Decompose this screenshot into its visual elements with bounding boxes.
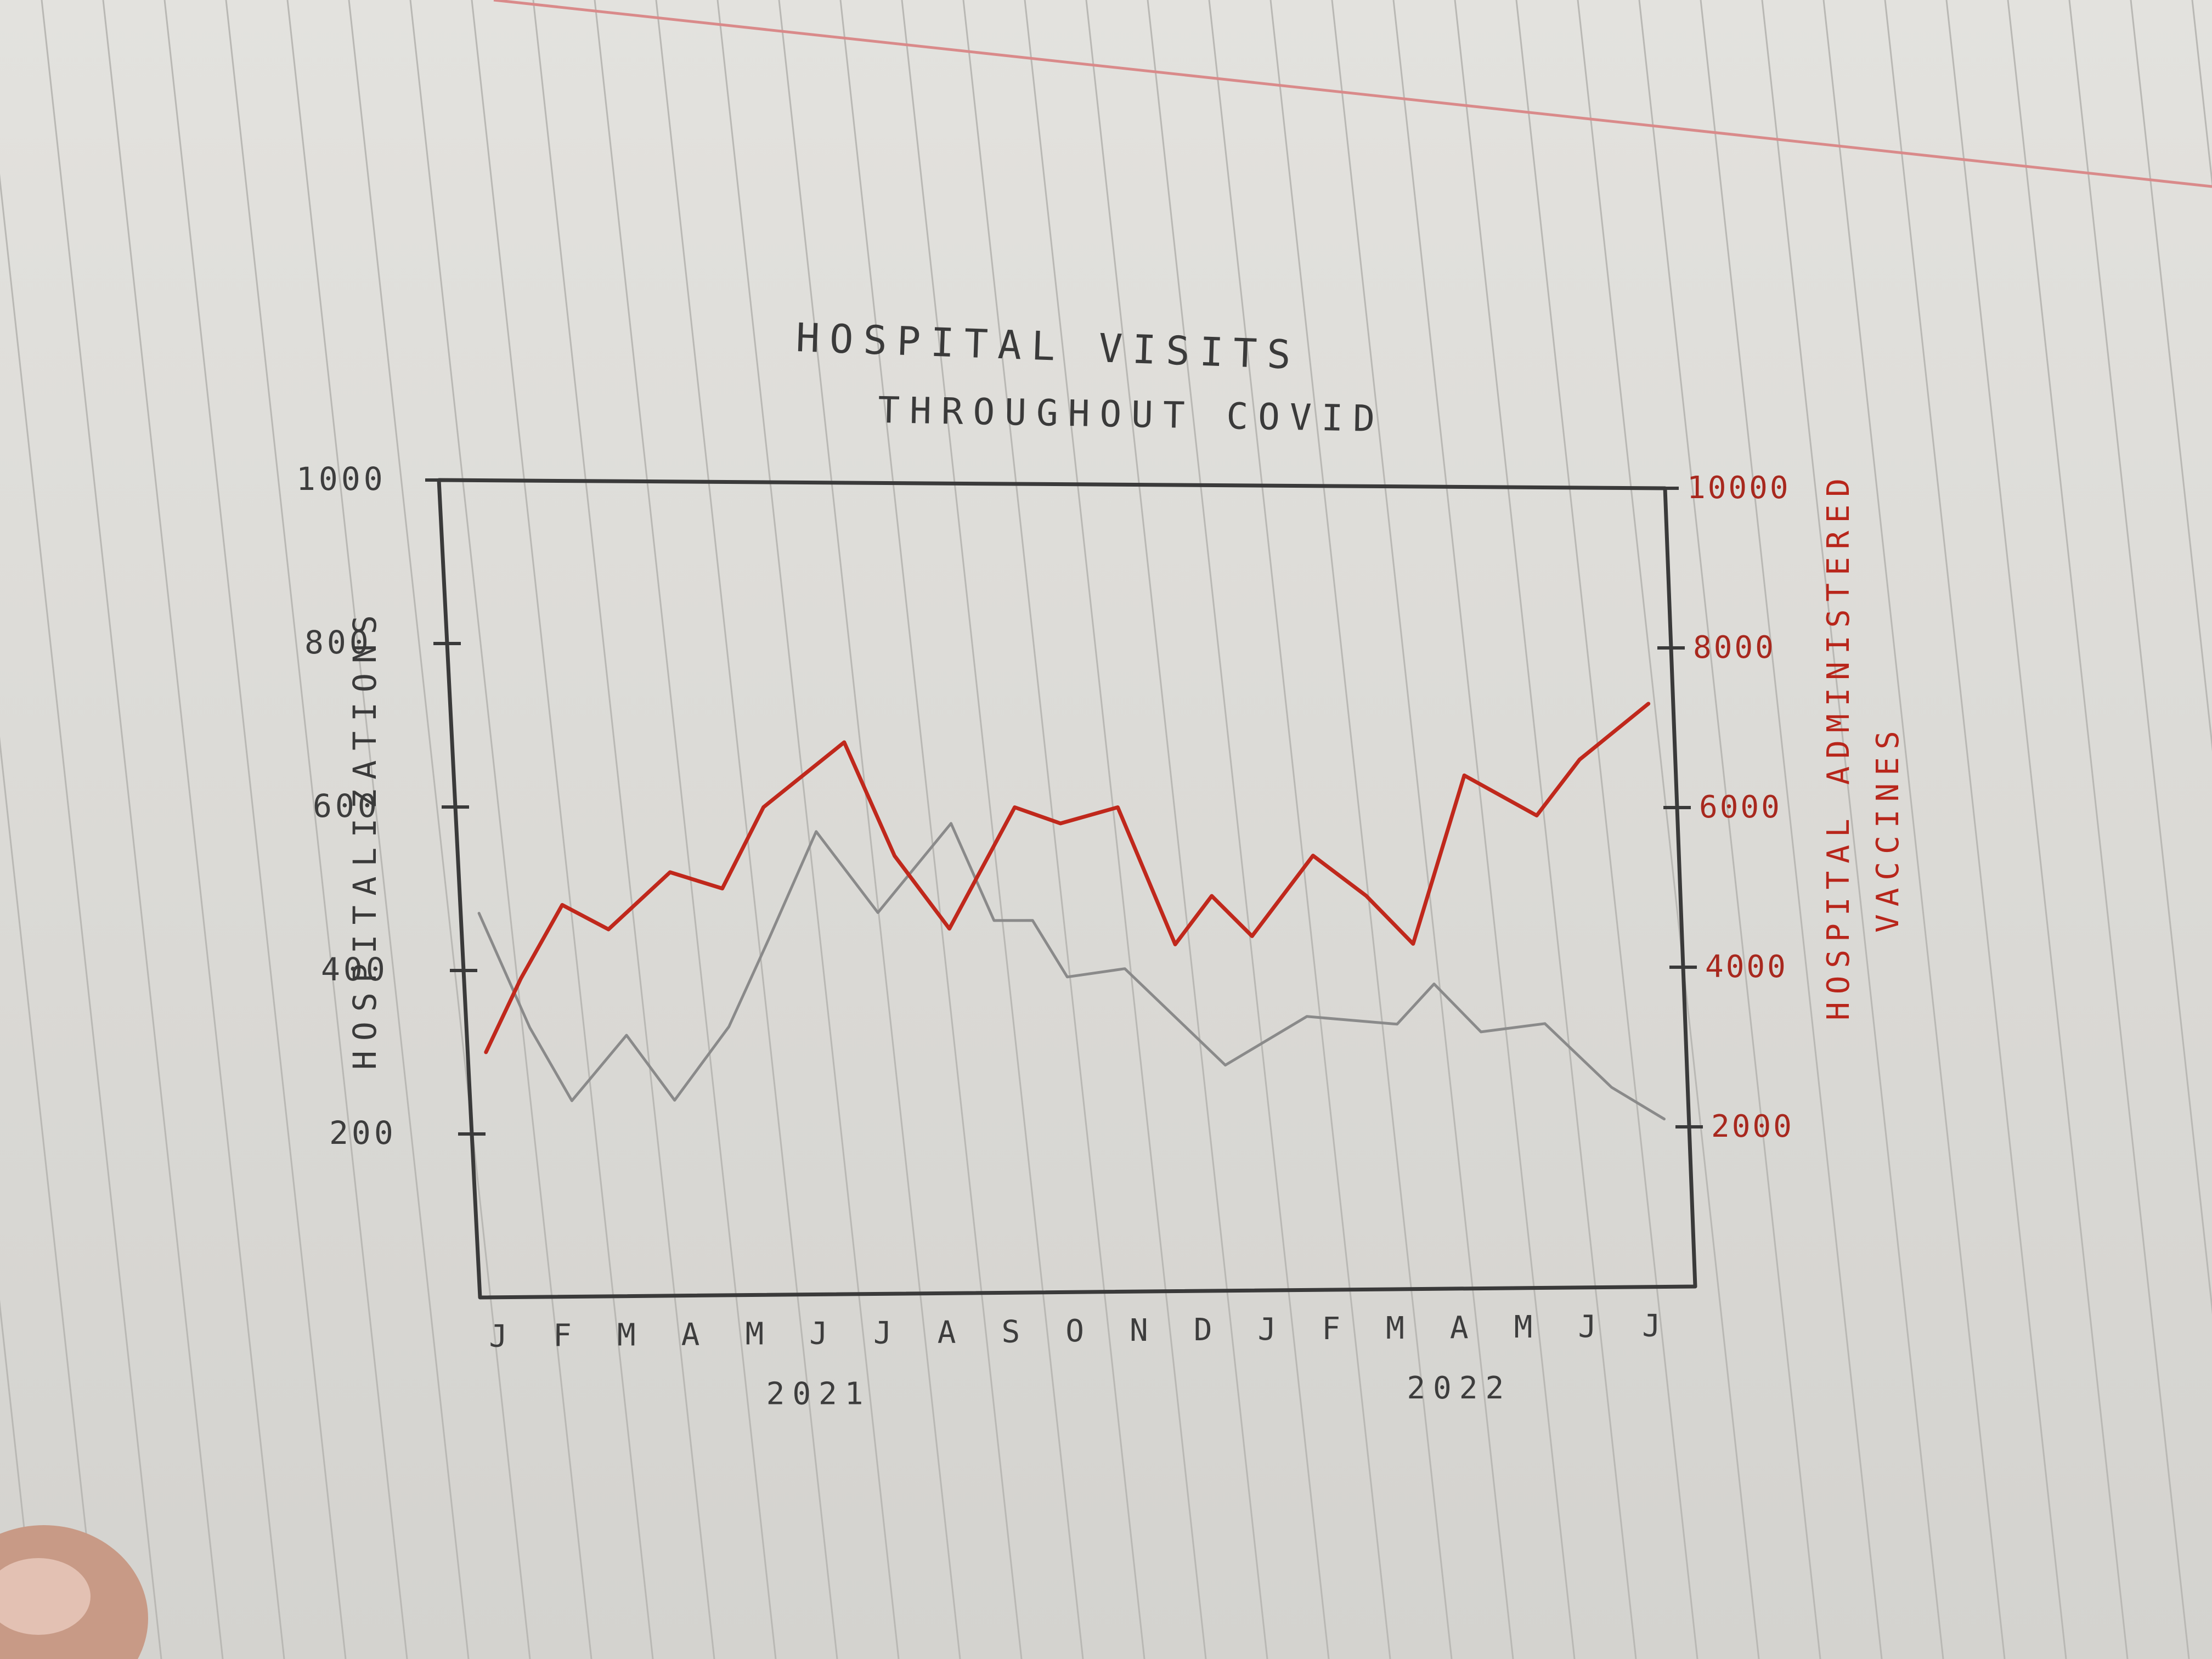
x-tick-label: M [745,1316,764,1352]
ruled-line [0,173,162,1659]
ruled-line [225,0,408,1659]
x-tick-label: F [553,1318,572,1354]
ruled-line [1822,0,2006,1659]
right-axis-tick-label: 10000 [1687,470,1791,506]
right-axis-label-group: HOSPITAL ADMINISTERED VACCINES [1821,471,1906,1020]
x-tick-label: A [938,1314,956,1350]
x-tick-label: O [1065,1313,1084,1349]
left-axis-tick-label: 200 [329,1114,397,1152]
x-tick-label: M [617,1318,636,1353]
series-lines [477,702,1666,1121]
ruled-line [1208,0,1391,1659]
ruled-line [1024,0,1207,1659]
ruled-line [2191,0,2212,189]
ruled-line [2007,0,2190,1659]
left-axis-tick-label: 1000 [296,460,386,498]
plot-area: 200 400 600 800 1000 2000 4000 6000 8000 10000 J… [296,460,1794,1412]
x-tick-label: J [1578,1309,1596,1345]
ruled-line [1454,0,1637,1659]
right-axis-tick-label: 8000 [1693,630,1776,665]
right-axis-label-line2: VACCINES [1870,723,1906,933]
ruled-line [1269,0,1453,1659]
ruled-line [1577,0,1760,1659]
plot-frame [437,478,1697,1300]
ruled-line [2130,0,2212,752]
left-axis-tick-label: 600 [313,787,380,825]
left-axis-tick-label: 400 [321,951,388,988]
ruled-line [532,0,715,1659]
chart-title-group: HOSPITAL VISITS THROUGHOUT COVID [795,314,1385,440]
ruled-line [1515,0,1699,1659]
right-axis-ticks: 2000 4000 6000 8000 10000 [1651,470,1794,1144]
paper-margin-line [493,0,2212,188]
year-labels: 2021 2022 [766,1370,1511,1412]
x-tick-label: J [1642,1308,1661,1344]
ruled-line [102,0,285,1659]
x-tick-label: D [1194,1312,1212,1348]
left-axis-label: HOSPITALIZATIONS [346,605,383,1070]
left-axis-ticks: 200 400 600 800 1000 [296,460,486,1152]
right-axis-tick-label: 4000 [1705,949,1788,985]
ruled-line [2068,0,2212,1315]
ruled-line [594,0,777,1659]
ruled-line [1331,0,1514,1659]
year-label: 2021 [766,1376,871,1412]
x-tick-label: F [1322,1311,1340,1347]
chart-title: HOSPITAL VISITS [795,314,1301,378]
ruled-line [41,0,224,1659]
x-tick-label: J [489,1319,507,1355]
left-axis-tick-label: 800 [304,624,372,661]
ruled-line [0,736,101,1659]
right-axis-label-line1: HOSPITAL ADMINISTERED [1821,471,1857,1020]
chart-subtitle: THROUGHOUT COVID [878,389,1385,440]
x-tick-label: N [1130,1313,1148,1348]
ruled-line [348,0,531,1659]
ruled-line [1392,0,1576,1659]
x-tick-label: M [1386,1311,1404,1346]
ruled-line [163,0,347,1659]
ruled-line [1638,0,1821,1659]
right-axis-tick-label: 6000 [1699,789,1782,825]
x-tick-label: J [809,1316,828,1351]
ruled-line [1761,0,1944,1659]
ruled-line [655,0,838,1659]
x-tick-label: M [1514,1310,1533,1345]
series-line-right-axis [484,702,1651,1054]
ruled-line [1945,0,2129,1659]
year-label: 2022 [1407,1370,1511,1406]
ruled-line [839,0,1023,1659]
series-line-left-axis [477,822,1666,1121]
ruled-line [716,0,900,1659]
x-tick-label: A [1450,1310,1469,1346]
ruled-line [1147,0,1330,1659]
ruled-line [1700,0,1883,1659]
x-tick-label: J [1258,1312,1277,1347]
ruled-line [962,0,1146,1659]
ruled-line [409,0,592,1659]
ruled-line [0,1299,40,1659]
ruled-line [778,0,961,1659]
ruled-line [901,0,1084,1659]
ruled-line [286,0,470,1659]
x-tick-label: A [681,1317,700,1353]
ruled-line [471,0,654,1659]
ruled-line [1085,0,1268,1659]
thumbnail [0,1558,91,1635]
x-tick-label: S [1002,1314,1020,1350]
x-tick-label: J [873,1315,892,1351]
right-axis-tick-label: 2000 [1711,1109,1794,1144]
ruled-line [1884,0,2067,1659]
